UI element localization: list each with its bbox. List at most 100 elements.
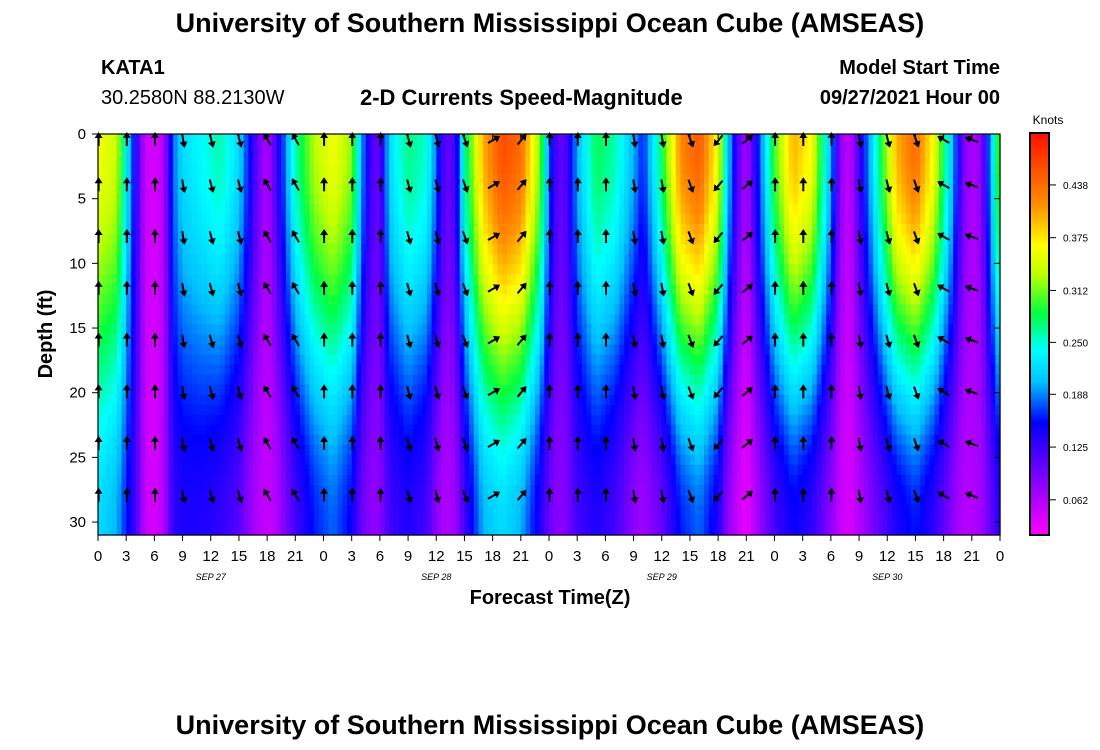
heatmap-cell <box>628 464 635 476</box>
heatmap-cell <box>168 174 174 185</box>
heatmap-cell <box>469 384 475 396</box>
heatmap-cell <box>661 504 668 516</box>
heatmap-cell <box>234 284 240 296</box>
heatmap-cell <box>253 374 259 386</box>
heatmap-cell <box>426 224 433 235</box>
heatmap-cell <box>159 214 165 225</box>
heatmap-cell <box>633 524 639 536</box>
heatmap-cell <box>234 344 240 356</box>
heatmap-cell <box>487 324 494 336</box>
heatmap-cell <box>652 484 658 496</box>
heatmap-cell <box>544 354 550 366</box>
heatmap-cell <box>553 274 559 285</box>
heatmap-cell <box>267 504 273 516</box>
heatmap-cell <box>295 464 301 476</box>
heatmap-cell <box>285 174 292 185</box>
heatmap-cell <box>234 384 240 396</box>
heatmap-cell <box>544 444 550 456</box>
heatmap-cell <box>595 284 602 296</box>
heatmap-cell <box>201 464 207 476</box>
heatmap-cell <box>135 144 141 155</box>
heatmap-cell <box>680 414 686 426</box>
heatmap-cell <box>530 214 536 225</box>
heatmap-cell <box>459 224 466 235</box>
heatmap-cell <box>290 404 296 416</box>
heatmap-cell <box>422 204 428 215</box>
heatmap-cell <box>314 484 320 496</box>
heatmap-cell <box>422 514 428 526</box>
heatmap-cell <box>220 174 226 185</box>
heatmap-cell <box>483 404 489 416</box>
heatmap-cell <box>431 434 437 446</box>
heatmap-cell <box>600 334 606 346</box>
heatmap-cell <box>300 264 306 275</box>
heatmap-cell <box>370 334 376 346</box>
heatmap-cell <box>605 524 611 536</box>
heatmap-cell <box>478 364 484 376</box>
heatmap-cell <box>450 174 456 185</box>
heatmap-cell <box>154 214 160 225</box>
heatmap-cell <box>680 284 686 296</box>
heatmap-cell <box>267 394 273 406</box>
heatmap-cell <box>567 434 574 446</box>
heatmap-cell <box>487 474 494 486</box>
heatmap-cell <box>511 294 517 306</box>
heatmap-cell <box>257 194 264 205</box>
heatmap-cell <box>375 134 381 145</box>
heatmap-cell <box>440 514 447 526</box>
heatmap-cell <box>140 374 146 386</box>
heatmap-cell <box>375 404 381 416</box>
heatmap-cell <box>238 314 245 326</box>
heatmap-cell <box>628 404 635 416</box>
heatmap-cell <box>586 134 592 145</box>
heatmap-cell <box>469 264 475 275</box>
heatmap-cell <box>116 344 123 356</box>
heatmap-cell <box>112 454 118 466</box>
heatmap-cell <box>567 244 574 255</box>
heatmap-cell <box>567 494 574 506</box>
heatmap-cell <box>506 404 513 416</box>
heatmap-cell <box>224 184 231 195</box>
heatmap-cell <box>534 444 541 456</box>
heatmap-cell <box>638 144 644 155</box>
heatmap-cell <box>642 174 649 185</box>
heatmap-cell <box>389 184 395 195</box>
heatmap-cell <box>595 244 602 255</box>
heatmap-cell <box>243 284 249 296</box>
heatmap-cell <box>581 254 588 265</box>
heatmap-cell <box>497 524 503 536</box>
heatmap-cell <box>417 314 423 326</box>
heatmap-cell <box>595 524 602 536</box>
heatmap-cell <box>624 394 630 406</box>
heatmap-cell <box>384 314 390 326</box>
heatmap-cell <box>619 284 625 296</box>
heatmap-cell <box>215 484 221 496</box>
model-start-time: 09/27/2021 Hour 00 <box>819 87 1000 109</box>
heatmap-cell <box>605 284 611 296</box>
heatmap-cell <box>497 344 503 356</box>
heatmap-cell <box>281 334 287 346</box>
heatmap-cell <box>502 294 508 306</box>
heatmap-cell <box>422 384 428 396</box>
heatmap-cell <box>600 184 606 195</box>
heatmap-cell <box>351 314 357 326</box>
heatmap-cell <box>389 304 395 316</box>
heatmap-cell <box>502 174 508 185</box>
heatmap-cell <box>539 154 545 165</box>
heatmap-cell <box>544 474 550 486</box>
heatmap-cell <box>314 504 320 516</box>
heatmap-cell <box>412 304 419 316</box>
heatmap-cell <box>107 374 113 386</box>
heatmap-cell <box>206 154 212 165</box>
heatmap-cell <box>393 414 400 426</box>
heatmap-cell <box>591 334 597 346</box>
heatmap-cell <box>206 354 212 366</box>
heatmap-cell <box>459 264 466 275</box>
heatmap-cell <box>361 364 367 376</box>
heatmap-cell <box>253 274 259 285</box>
heatmap-cell <box>210 324 217 336</box>
heatmap-cell <box>365 224 372 235</box>
heatmap-cell <box>408 404 414 416</box>
heatmap-cell <box>581 494 588 506</box>
heatmap-cell <box>314 134 320 145</box>
